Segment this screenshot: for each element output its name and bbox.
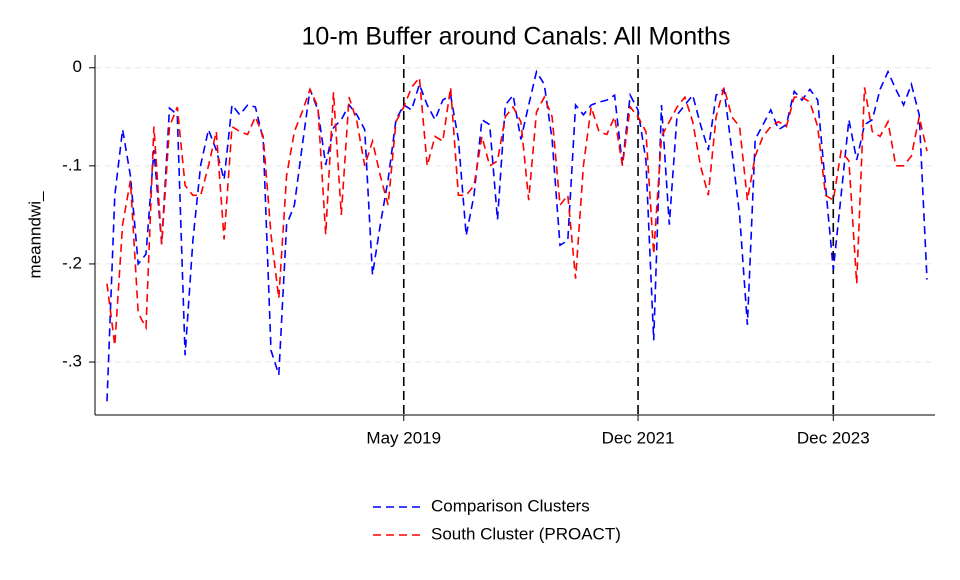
legend-label: Comparison Clusters xyxy=(431,496,590,515)
y-tick-label: -.2 xyxy=(62,253,82,272)
legend-label: South Cluster (PROACT) xyxy=(431,524,621,543)
y-tick-label: -.1 xyxy=(62,155,82,174)
y-tick-label: -.3 xyxy=(62,352,82,371)
y-tick-label: 0 xyxy=(73,57,82,76)
series-line xyxy=(106,69,928,402)
series-line xyxy=(106,75,928,346)
x-tick-label: Dec 2023 xyxy=(797,428,870,447)
y-axis-label: meanndwi_ xyxy=(25,191,44,278)
chart-title: 10-m Buffer around Canals: All Months xyxy=(302,23,731,51)
x-tick-label: May 2019 xyxy=(366,428,441,447)
x-tick-label: Dec 2021 xyxy=(602,428,675,447)
